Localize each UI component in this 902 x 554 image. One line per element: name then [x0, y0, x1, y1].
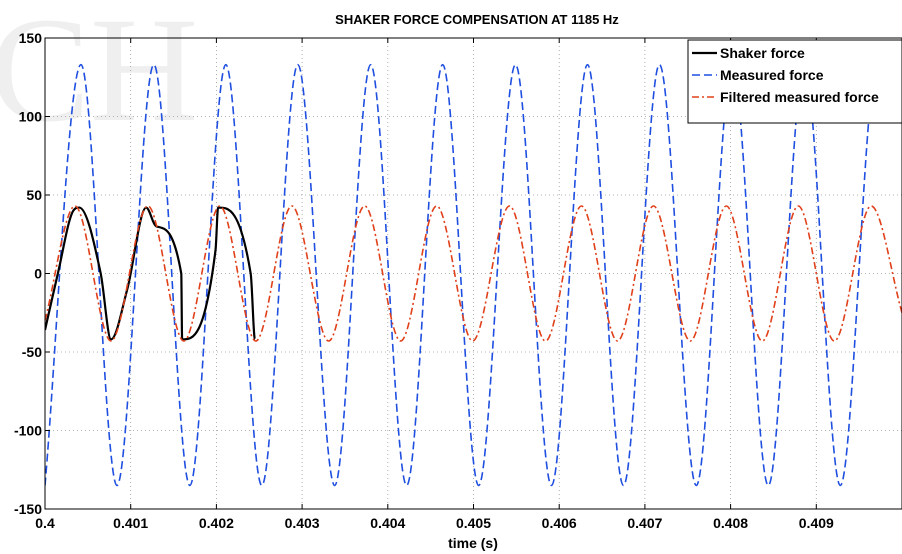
- y-tick-label: 50: [26, 187, 42, 203]
- legend-box: [687, 39, 902, 124]
- x-tick-label: 0.403: [285, 515, 320, 531]
- y-tick-label: -50: [22, 344, 42, 360]
- x-tick-label: 0.408: [713, 515, 748, 531]
- x-tick-label: 0.409: [799, 515, 834, 531]
- x-tick-label: 0.406: [542, 515, 577, 531]
- y-tick-labels: 150 100 50 0 -50 -100 -150: [14, 30, 42, 517]
- x-tick-label: 0.4: [35, 515, 55, 531]
- series-line-0: [45, 206, 257, 341]
- chart-title: SHAKER FORCE COMPENSATION AT 1185 Hz: [335, 12, 619, 27]
- x-tick-label: 0.407: [627, 515, 662, 531]
- grid: [45, 38, 902, 509]
- legend: Shaker force Measured force Filtered measu…: [687, 39, 902, 124]
- y-tick-label: -150: [14, 501, 42, 517]
- x-tick-label: 0.405: [456, 515, 491, 531]
- x-tick-label: 0.401: [113, 515, 148, 531]
- y-tick-label: -100: [14, 423, 42, 439]
- y-tick-label: 100: [19, 109, 43, 125]
- legend-label-1: Measured force: [720, 67, 824, 83]
- y-tick-label: 150: [19, 30, 43, 46]
- series-line-1: [45, 63, 902, 487]
- x-tick-label: 0.402: [199, 515, 234, 531]
- watermark-mark: CH: [0, 0, 198, 153]
- series-lines: [45, 63, 902, 487]
- y-tick-label: 0: [34, 266, 42, 282]
- legend-label-0: Shaker force: [720, 45, 805, 61]
- x-axis-label: time (s): [448, 535, 498, 551]
- legend-label-2: Filtered measured force: [720, 89, 879, 105]
- x-tick-labels: 0.4 0.401 0.402 0.403 0.404 0.405 0.406 0.407 0.…: [35, 515, 834, 531]
- x-tick-label: 0.404: [370, 515, 405, 531]
- series-line-2: [45, 205, 902, 342]
